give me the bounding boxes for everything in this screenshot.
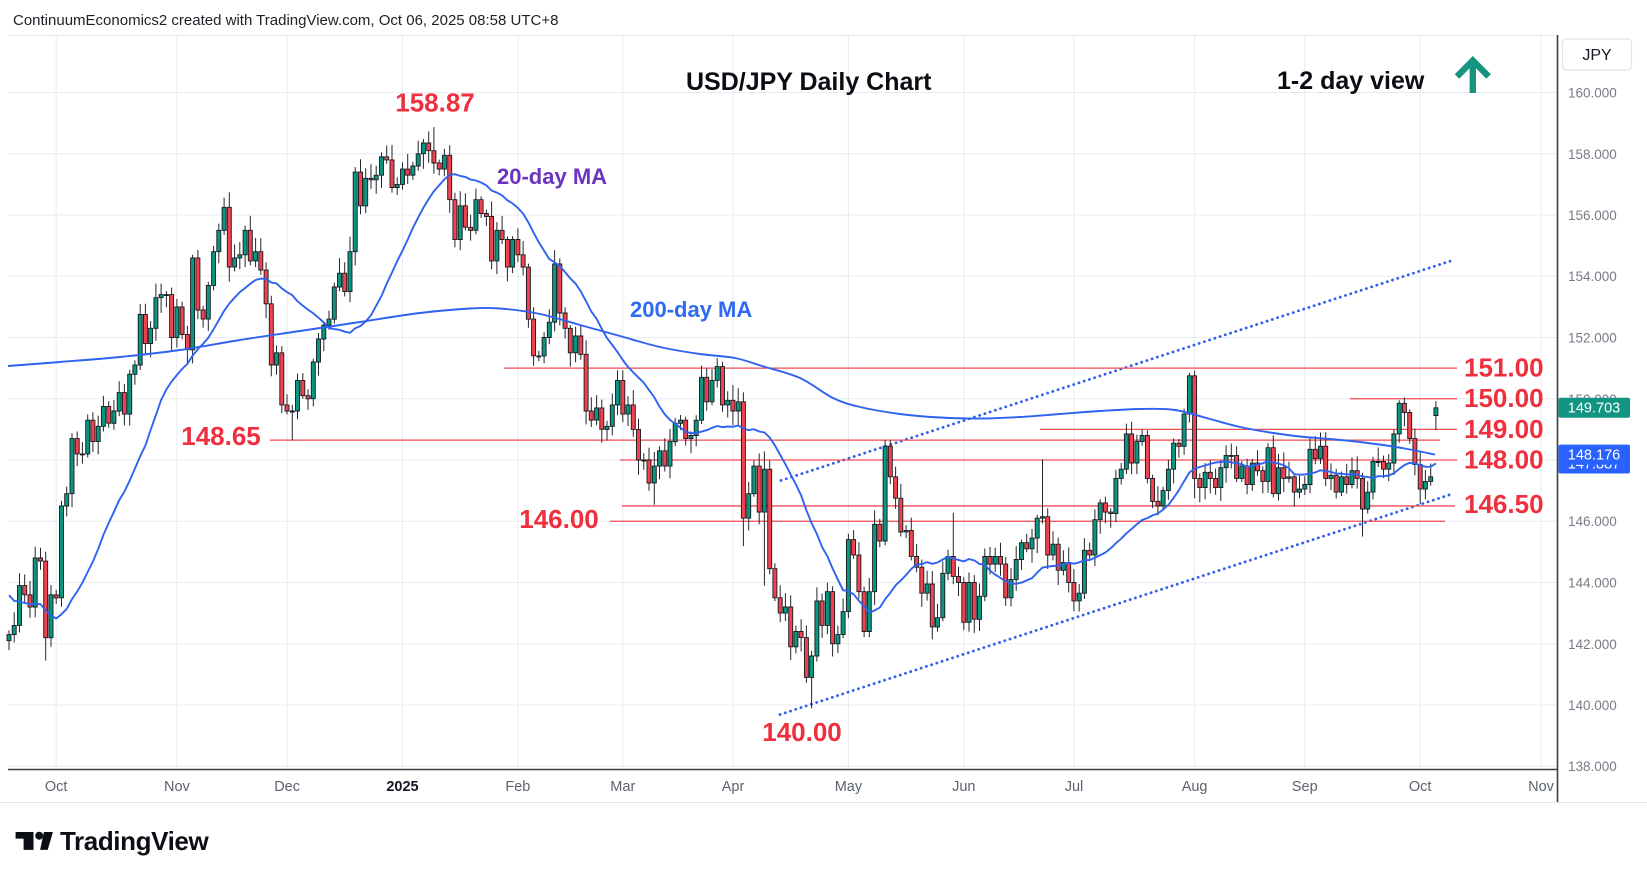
svg-text:Oct: Oct bbox=[1409, 779, 1432, 795]
svg-text:142.000: 142.000 bbox=[1568, 637, 1617, 652]
svg-text:Aug: Aug bbox=[1182, 779, 1208, 795]
svg-text:140.00: 140.00 bbox=[762, 717, 842, 747]
svg-text:158.87: 158.87 bbox=[395, 88, 475, 118]
svg-text:138.000: 138.000 bbox=[1568, 759, 1617, 774]
svg-text:158.000: 158.000 bbox=[1568, 147, 1617, 162]
svg-text:144.000: 144.000 bbox=[1568, 576, 1617, 591]
svg-text:Jul: Jul bbox=[1065, 779, 1084, 795]
svg-text:160.000: 160.000 bbox=[1568, 86, 1617, 101]
svg-text:156.000: 156.000 bbox=[1568, 208, 1617, 223]
svg-text:154.000: 154.000 bbox=[1568, 269, 1617, 284]
svg-text:1-2 day view: 1-2 day view bbox=[1277, 67, 1425, 95]
svg-text:146.50: 146.50 bbox=[1464, 489, 1544, 519]
svg-text:TradingView: TradingView bbox=[60, 826, 209, 856]
svg-text:Oct: Oct bbox=[45, 779, 68, 795]
svg-text:140.000: 140.000 bbox=[1568, 698, 1617, 713]
svg-text:20-day MA: 20-day MA bbox=[497, 164, 607, 189]
svg-text:Sep: Sep bbox=[1292, 779, 1318, 795]
svg-text:Feb: Feb bbox=[505, 779, 530, 795]
svg-text:149.703: 149.703 bbox=[1568, 401, 1620, 417]
svg-text:Nov: Nov bbox=[164, 779, 191, 795]
svg-text:2025: 2025 bbox=[386, 779, 418, 795]
svg-text:ContinuumEconomics2 created wi: ContinuumEconomics2 created with Trading… bbox=[13, 12, 558, 29]
svg-text:Apr: Apr bbox=[722, 779, 745, 795]
svg-text:150.00: 150.00 bbox=[1464, 383, 1544, 413]
svg-text:152.000: 152.000 bbox=[1568, 331, 1617, 346]
svg-text:148.00: 148.00 bbox=[1464, 445, 1544, 475]
svg-text:146.00: 146.00 bbox=[519, 504, 599, 534]
svg-text:146.000: 146.000 bbox=[1568, 514, 1617, 529]
svg-text:USD/JPY Daily Chart: USD/JPY Daily Chart bbox=[686, 68, 932, 96]
svg-text:149.00: 149.00 bbox=[1464, 414, 1544, 444]
svg-text:Nov: Nov bbox=[1528, 779, 1555, 795]
svg-text:200-day MA: 200-day MA bbox=[630, 297, 752, 322]
svg-text:148.176: 148.176 bbox=[1568, 447, 1620, 463]
svg-text:151.00: 151.00 bbox=[1464, 353, 1544, 383]
svg-text:JPY: JPY bbox=[1582, 47, 1612, 64]
svg-text:Jun: Jun bbox=[952, 779, 975, 795]
svg-text:May: May bbox=[835, 779, 863, 795]
svg-text:148.65: 148.65 bbox=[181, 421, 261, 451]
svg-text:Dec: Dec bbox=[274, 779, 300, 795]
svg-text:Mar: Mar bbox=[610, 779, 635, 795]
